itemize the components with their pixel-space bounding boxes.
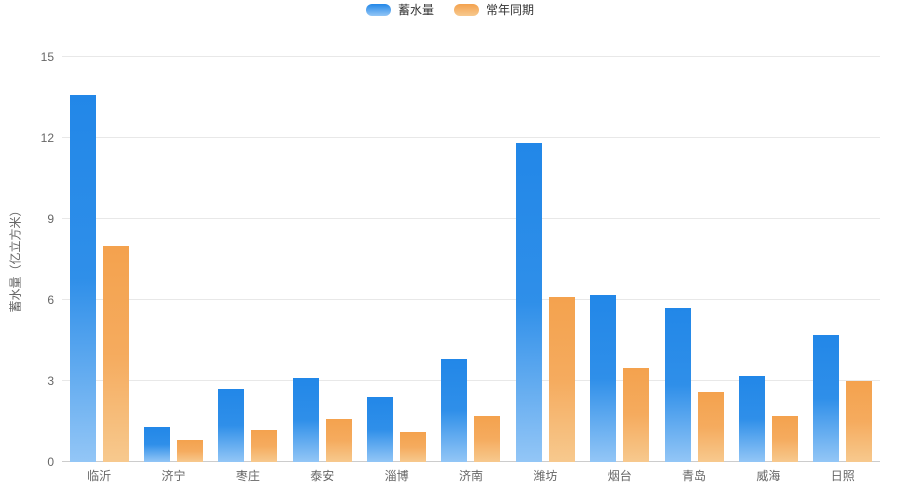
x-axis-label: 日照 (830, 469, 855, 483)
legend-item-series-1[interactable]: 常年同期 (454, 4, 534, 16)
bar-series-1-cat-10[interactable] (846, 381, 873, 462)
x-axis-label: 威海 (756, 469, 781, 483)
y-tick-label: 6 (47, 293, 54, 307)
category-group-5: 济南 (434, 57, 508, 482)
legend-label: 常年同期 (486, 3, 535, 17)
y-tick-label: 0 (47, 455, 54, 469)
bar-series-0-cat-9[interactable] (738, 375, 765, 462)
x-axis-label: 济宁 (161, 469, 186, 483)
category-group-8: 青岛 (657, 57, 731, 482)
bar-series-0-cat-8[interactable] (664, 308, 691, 462)
y-axis-title-text: 蓄水量（亿立方米） (8, 203, 23, 313)
bar-series-1-cat-4[interactable] (400, 432, 427, 462)
bar-series-0-cat-5[interactable] (441, 359, 468, 462)
x-axis-label: 临沂 (87, 469, 112, 483)
category-group-2: 枣庄 (211, 57, 285, 482)
gridline (62, 137, 880, 138)
bar-series-1-cat-0[interactable] (102, 246, 129, 462)
bar-series-0-cat-1[interactable] (144, 426, 171, 462)
gridline (62, 218, 880, 219)
x-axis-label: 青岛 (682, 469, 707, 483)
y-tick-label: 15 (40, 50, 54, 64)
x-axis-label: 淄博 (384, 469, 409, 483)
bar-groups: 临沂 济宁 枣庄 泰安 淄博 济南 潍坊 烟台 青岛 威海 日照 (62, 57, 880, 482)
category-group-0: 临沂 (62, 57, 136, 482)
x-axis-label: 潍坊 (533, 469, 558, 483)
category-group-9: 威海 (731, 57, 805, 482)
x-axis-line (62, 461, 880, 462)
bar-series-1-cat-2[interactable] (251, 429, 278, 462)
category-group-7: 烟台 (583, 57, 657, 482)
gridline (62, 299, 880, 300)
plot-area: 0 3 6 9 12 15 临沂 济宁 枣庄 泰安 淄博 济南 潍坊 烟台 青岛 威海 日照 (41, 51, 880, 482)
bar-series-0-cat-6[interactable] (515, 143, 542, 462)
legend-swatch-icon (454, 4, 479, 16)
category-group-1: 济宁 (136, 57, 210, 482)
x-axis-label: 泰安 (310, 469, 335, 483)
category-group-10: 日照 (806, 57, 880, 482)
bar-series-0-cat-10[interactable] (813, 335, 840, 462)
chart-legend: 蓄水量 常年同期 (0, 4, 900, 16)
gridline (62, 380, 880, 381)
bar-series-0-cat-3[interactable] (292, 378, 319, 462)
bar-series-0-cat-7[interactable] (590, 294, 617, 462)
bar-series-0-cat-2[interactable] (218, 389, 245, 462)
category-group-4: 淄博 (359, 57, 433, 482)
bar-series-0-cat-0[interactable] (69, 94, 96, 462)
gridline (62, 56, 880, 57)
y-tick-label: 9 (47, 212, 54, 226)
bar-series-0-cat-4[interactable] (367, 397, 394, 462)
bar-series-1-cat-1[interactable] (177, 440, 204, 462)
bar-series-1-cat-3[interactable] (325, 418, 352, 462)
bar-series-1-cat-7[interactable] (623, 367, 650, 462)
x-axis-label: 枣庄 (235, 469, 260, 483)
bar-series-1-cat-9[interactable] (771, 416, 798, 462)
x-axis-label: 烟台 (607, 469, 632, 483)
legend-swatch-icon (365, 4, 391, 16)
y-tick-label: 12 (40, 131, 54, 145)
bar-series-1-cat-8[interactable] (697, 391, 724, 462)
x-axis-label: 济南 (458, 469, 483, 483)
bar-series-1-cat-5[interactable] (474, 416, 501, 462)
category-group-3: 泰安 (285, 57, 359, 482)
legend-label: 蓄水量 (397, 3, 434, 17)
legend-item-series-0[interactable]: 蓄水量 (365, 3, 434, 17)
y-tick-label: 3 (47, 374, 54, 388)
bar-series-1-cat-6[interactable] (548, 297, 575, 462)
category-group-6: 潍坊 (508, 57, 582, 482)
